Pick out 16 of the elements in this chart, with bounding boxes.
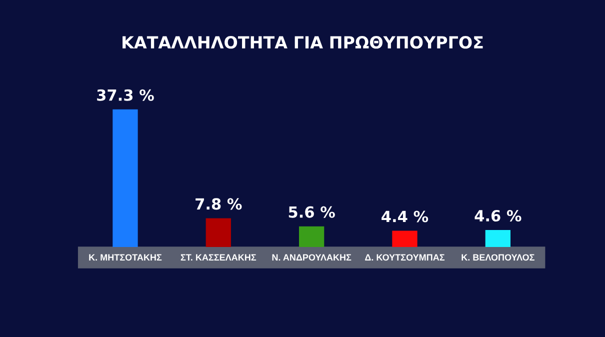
x-tick-label: Κ. ΒΕΛΟΠΟΥΛΟΣ (462, 254, 534, 261)
data-label: 4.4 % (382, 210, 428, 222)
bar (112, 109, 138, 248)
x-tick-label: Δ. ΚΟΥΤΣΟΥΜΠΑΣ (365, 254, 445, 261)
x-tick-label: Κ. ΜΗΤΣΟΤΑΚΗΣ (89, 254, 162, 261)
data-label: 5.6 % (288, 206, 335, 218)
bar (392, 230, 418, 248)
x-tick-label: ΣΤ. ΚΑΣΣΕΛΑΚΗΣ (180, 254, 256, 261)
chart-title: ΚΑΤΑΛΛΗΛΟΤΗΤΑ ΓΙΑ ΠΡΩΘΥΠΟΥΡΓΟΣ (122, 36, 483, 49)
data-label: 37.3 % (97, 89, 154, 101)
bar (485, 230, 510, 248)
data-label: 7.8 % (196, 198, 242, 210)
data-label: 4.6 % (474, 210, 522, 222)
bar (298, 226, 324, 248)
bar (206, 218, 231, 248)
x-tick-label: Ν. ΑΝΔΡΟΥΛΑΚΗΣ (272, 254, 352, 261)
